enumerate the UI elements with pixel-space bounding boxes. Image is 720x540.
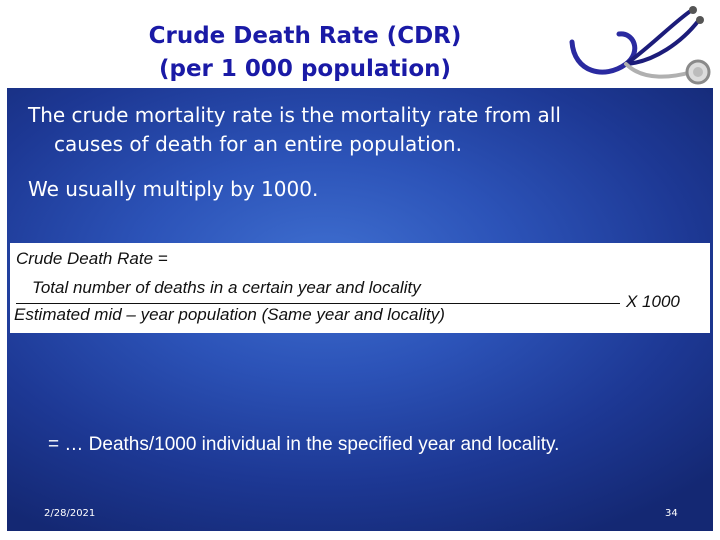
formula-box: Crude Death Rate = Total number of death… (10, 243, 710, 333)
formula-multiplier: X 1000 (626, 292, 680, 311)
formula-denominator: Estimated mid – year population (Same ye… (14, 305, 445, 324)
slide-title: Crude Death Rate (CDR) (per 1 000 popula… (60, 20, 550, 86)
page-number: 34 (665, 508, 678, 519)
title-area: Crude Death Rate (CDR) (per 1 000 popula… (0, 0, 720, 88)
title-line-2: (per 1 000 population) (158, 56, 452, 82)
bullet-multiplier: We usually multiply by 1000. (28, 177, 319, 201)
footer-date: 2/28/2021 (44, 508, 96, 519)
result-text: = … Deaths/1000 individual in the specif… (48, 434, 560, 455)
bullet-definition: The crude mortality rate is the mortalit… (28, 101, 668, 159)
bullet-definition-line-2: causes of death for an entire population… (54, 132, 462, 156)
stethoscope-icon (569, 6, 711, 85)
bullet-definition-line-1: The crude mortality rate is the mortalit… (28, 103, 561, 127)
title-line-1: Crude Death Rate (CDR) (148, 23, 462, 49)
formula-numerator: Total number of deaths in a certain year… (32, 278, 421, 297)
fraction-bar (16, 303, 620, 304)
formula-lhs: Crude Death Rate = (16, 249, 168, 268)
